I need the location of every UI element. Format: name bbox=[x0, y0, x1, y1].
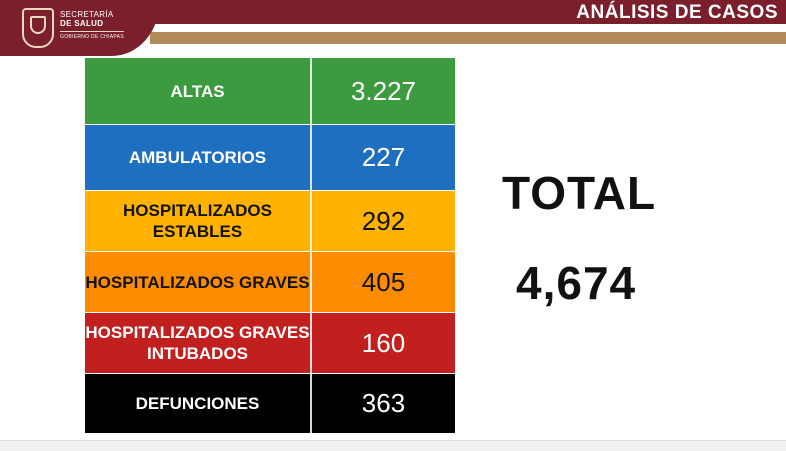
row-divider bbox=[85, 373, 455, 374]
row-divider bbox=[85, 312, 455, 313]
logo-text: SECRETARÍA DE SALUD GOBIERNO DE CHIAPAS bbox=[60, 10, 124, 41]
row-label: HOSPITALIZADOS ESTABLES bbox=[123, 201, 272, 241]
row-label: AMBULATORIOS bbox=[128, 148, 267, 167]
row-value: 292 bbox=[310, 191, 455, 251]
coat-of-arms-icon bbox=[22, 8, 54, 48]
table-row: HOSPITALIZADOS ESTABLES 292 bbox=[85, 191, 455, 251]
row-divider bbox=[85, 124, 455, 125]
row-divider bbox=[85, 190, 455, 191]
bottom-strip bbox=[0, 440, 786, 451]
header: SECRETARÍA DE SALUD GOBIERNO DE CHIAPAS … bbox=[0, 0, 786, 56]
table-row: AMBULATORIOS 227 bbox=[85, 125, 455, 190]
row-label: HOSPITALIZADOS GRAVES bbox=[85, 272, 310, 292]
header-gold-stripe bbox=[150, 32, 786, 44]
row-label: ALTAS bbox=[170, 81, 225, 101]
table-row: HOSPITALIZADOS GRAVES 405 bbox=[85, 252, 455, 312]
table-row: ALTAS 3.227 bbox=[85, 58, 455, 124]
row-value: 3.227 bbox=[310, 58, 455, 124]
total-label: TOTAL bbox=[502, 167, 657, 219]
org-line-2: DE SALUD bbox=[60, 19, 104, 28]
row-value: 160 bbox=[310, 313, 455, 373]
row-value: 227 bbox=[310, 125, 455, 190]
row-label: HOSPITALIZADOS GRAVES INTUBADOS bbox=[85, 323, 310, 363]
logo-block: SECRETARÍA DE SALUD GOBIERNO DE CHIAPAS bbox=[0, 0, 160, 56]
row-label: DEFUNCIONES bbox=[135, 394, 260, 413]
cases-table: ALTAS 3.227 AMBULATORIOS 227 HOSPITALIZA… bbox=[85, 58, 455, 433]
row-value: 405 bbox=[310, 252, 455, 312]
org-line-3: GOBIERNO DE CHIAPAS bbox=[60, 31, 124, 41]
row-value: 363 bbox=[310, 374, 455, 433]
table-row: HOSPITALIZADOS GRAVES INTUBADOS 160 bbox=[85, 313, 455, 373]
section-title: ANÁLISIS DE CASOS bbox=[576, 2, 778, 23]
row-divider bbox=[85, 251, 455, 252]
org-line-1: SECRETARÍA bbox=[60, 10, 114, 19]
table-row: DEFUNCIONES 363 bbox=[85, 374, 455, 433]
total-value: 4,674 bbox=[516, 257, 637, 309]
